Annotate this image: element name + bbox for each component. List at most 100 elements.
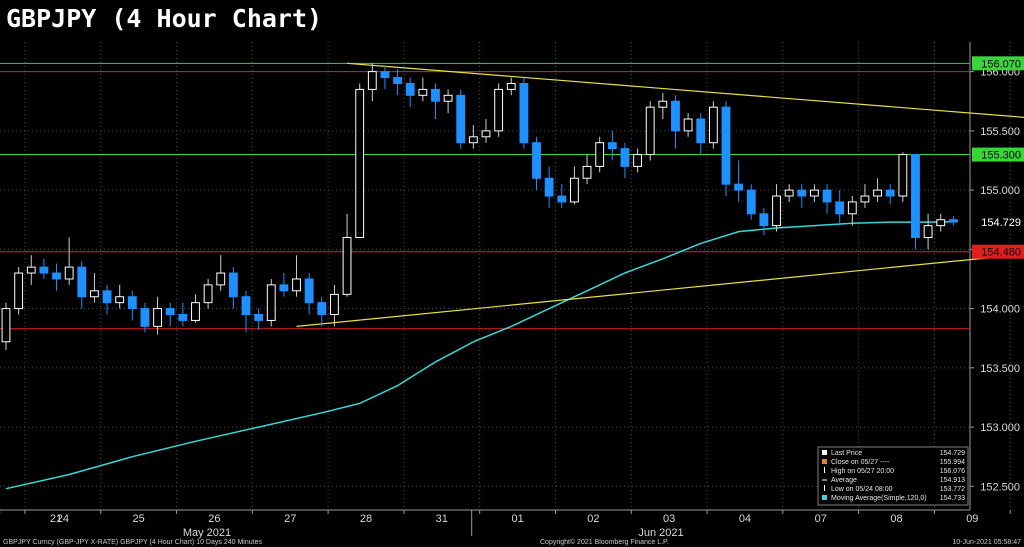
candle [153, 296, 162, 335]
candle-body [266, 284, 276, 321]
candle [26, 255, 36, 285]
candle [633, 148, 642, 173]
candle-body [620, 148, 630, 167]
candle-body [228, 272, 238, 298]
x-tick-label: 27 [284, 513, 296, 525]
trendline [296, 253, 1024, 327]
candle-body [304, 278, 314, 304]
candle [557, 184, 567, 208]
legend-label: Last Price [831, 450, 862, 457]
candle [39, 258, 49, 279]
candles [1, 63, 958, 351]
candle [784, 184, 794, 202]
candle [292, 255, 301, 297]
candle-body [797, 189, 807, 197]
candle-body [77, 266, 87, 298]
candle-body [418, 88, 428, 96]
candle-body [860, 195, 870, 203]
candle-body [898, 154, 908, 197]
legend-value: 155.994 [940, 459, 965, 466]
x-axis: 212425262728310102030407080910May 2021Ju… [0, 510, 1011, 539]
candle-body [52, 272, 61, 280]
candle-body [178, 314, 188, 321]
candle [1, 302, 11, 351]
candle-body [254, 314, 264, 321]
candle [948, 216, 958, 226]
y-tick-label: 155.500 [980, 126, 1020, 138]
x-tick-label: 01 [511, 513, 523, 525]
candle-body [367, 71, 377, 90]
x-tick-label: 28 [360, 513, 372, 525]
candle [279, 273, 289, 297]
legend-value: 156.076 [940, 468, 965, 475]
candle-body [532, 142, 541, 179]
legend-value: 154.733 [940, 495, 965, 502]
candle-body [645, 106, 655, 156]
moving-average-line [5, 220, 954, 490]
candle [873, 178, 882, 202]
candle-body [582, 165, 592, 179]
legend-value: 154.913 [940, 477, 965, 484]
candle [342, 213, 352, 297]
candle [595, 136, 605, 173]
candle-body [658, 100, 668, 108]
candle-body [683, 118, 693, 132]
candle-body [810, 189, 819, 197]
candle-body [847, 201, 857, 215]
chart-title: GBPJPY (4 Hour Chart) [6, 4, 322, 33]
candle-body [330, 293, 339, 316]
candle [582, 154, 592, 185]
candle-body [772, 195, 781, 227]
candle [772, 184, 781, 232]
candle [241, 290, 251, 333]
x-tick-label: 02 [587, 513, 599, 525]
candle [266, 278, 276, 327]
candle-body [216, 272, 226, 286]
price-label: 154.480 [981, 247, 1021, 259]
candle-body [14, 272, 24, 310]
candle [431, 83, 440, 120]
legend-marker [822, 450, 827, 455]
legend-value: 154.729 [940, 450, 965, 457]
candle [14, 267, 24, 315]
legend-label: High on 05/27 20:00 [831, 468, 894, 475]
candle-body [923, 225, 933, 238]
candle-body [279, 284, 289, 292]
candle-body [822, 189, 832, 203]
candle-body [431, 88, 440, 102]
legend-item: Close on 05/27 ---- 155.994 [822, 459, 965, 466]
legend-item: Moving Average(Simple,120,0) 154.733 [822, 495, 965, 502]
footer-center: Copyright© 2021 Bloomberg Finance L.P. [540, 538, 669, 546]
candle-body [115, 296, 125, 304]
x-tick-label: 03 [663, 513, 675, 525]
candle [393, 69, 402, 96]
candle [254, 308, 264, 330]
y-axis: 152.500153.000153.500154.000154.500155.0… [970, 56, 1024, 493]
candle-body [721, 106, 731, 185]
candle-body [557, 195, 567, 203]
candle-body [519, 82, 529, 144]
candle-body [936, 219, 946, 227]
candle-body [633, 154, 642, 167]
candle [367, 63, 377, 102]
candle-body [317, 302, 327, 316]
candle-body [607, 142, 617, 150]
legend-label: Close on 05/27 ---- [831, 459, 890, 466]
candle [355, 83, 365, 238]
candle [734, 160, 744, 202]
candle-body [443, 94, 453, 102]
candle-body [342, 236, 352, 295]
horizontal-levels [0, 62, 970, 330]
candle-body [835, 201, 845, 215]
candle [443, 89, 453, 114]
candle-body [784, 189, 794, 197]
candle-body [191, 302, 200, 321]
candle [77, 261, 87, 309]
candle [102, 284, 112, 315]
candle-body [734, 183, 744, 191]
price-label: 154.729 [981, 217, 1021, 229]
candle-body [64, 266, 74, 280]
candle-body [90, 290, 99, 298]
candle [696, 113, 706, 155]
